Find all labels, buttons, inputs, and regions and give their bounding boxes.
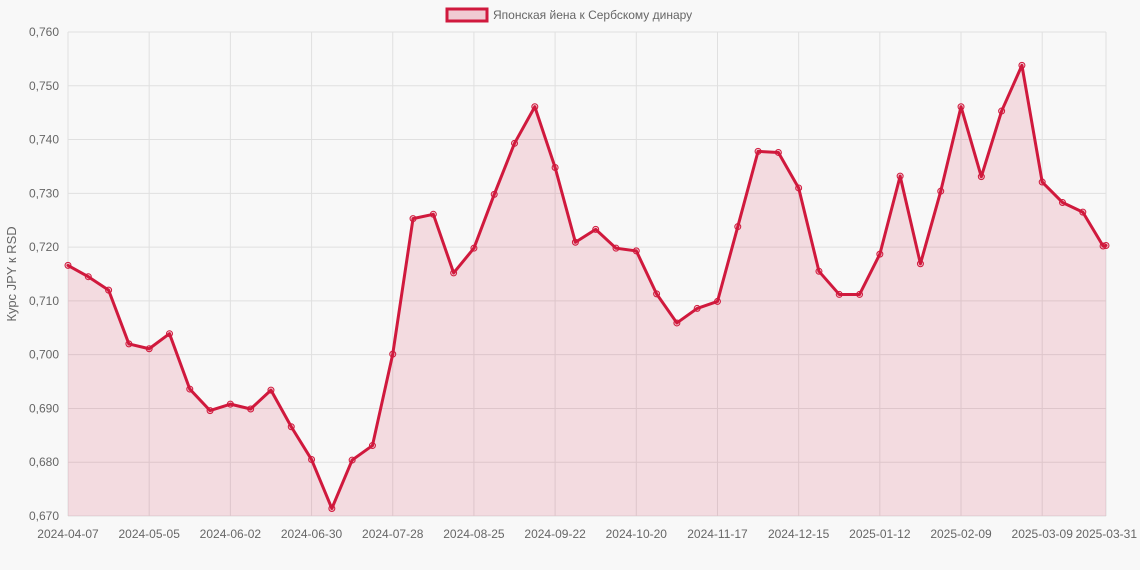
area-fill [68, 65, 1106, 516]
x-tick-label: 2024-10-20 [606, 527, 668, 541]
y-tick-label: 0,730 [29, 186, 59, 200]
data-point[interactable] [876, 250, 884, 258]
series-line [66, 63, 1108, 510]
data-point[interactable] [1059, 198, 1067, 206]
data-point[interactable] [856, 290, 864, 298]
x-tick-label: 2024-06-02 [200, 527, 262, 541]
data-point[interactable] [389, 350, 397, 358]
data-point[interactable] [429, 210, 437, 218]
data-point[interactable] [815, 267, 823, 275]
x-tick-label: 2024-12-15 [768, 527, 830, 541]
legend-swatch[interactable] [445, 7, 489, 23]
y-tick-label: 0,680 [29, 455, 59, 469]
data-point[interactable] [693, 304, 701, 312]
data-point[interactable] [287, 423, 295, 431]
data-point[interactable] [267, 386, 275, 394]
data-point[interactable] [957, 103, 965, 111]
data-point[interactable] [226, 400, 234, 408]
data-point[interactable] [571, 238, 579, 246]
data-point[interactable] [328, 504, 336, 512]
data-point[interactable] [916, 260, 924, 268]
data-point[interactable] [348, 456, 356, 464]
data-point[interactable] [145, 345, 153, 353]
data-point[interactable] [835, 290, 843, 298]
x-tick-label: 2024-09-22 [524, 527, 586, 541]
data-point[interactable] [490, 190, 498, 198]
legend-label[interactable]: Японская йена к Сербскому динару [493, 8, 692, 22]
y-axis-ticks: 0,760 0,750 0,740 0,730 0,720 0,710 0,700 0,690… [29, 25, 59, 523]
x-tick-label: 2024-07-28 [362, 527, 424, 541]
data-point[interactable] [308, 456, 316, 464]
data-point[interactable] [1102, 241, 1110, 249]
data-point[interactable] [165, 330, 173, 338]
data-point[interactable] [937, 187, 945, 195]
y-tick-label: 0,750 [29, 79, 59, 93]
data-point[interactable] [551, 164, 559, 172]
data-point[interactable] [470, 244, 478, 252]
data-point[interactable] [1038, 178, 1046, 186]
x-tick-label: 2024-04-07 [37, 527, 99, 541]
data-point[interactable] [64, 261, 72, 269]
x-tick-label: 2025-01-12 [849, 527, 911, 541]
data-points [64, 61, 1110, 512]
data-point[interactable] [1018, 61, 1026, 69]
series-area-fill [68, 65, 1106, 516]
x-tick-label: 2025-02-09 [930, 527, 992, 541]
legend[interactable]: Японская йена к Сербскому динару [445, 7, 692, 23]
grid-lines [67, 31, 1107, 517]
data-point[interactable] [511, 139, 519, 147]
x-tick-label: 2025-03-09 [1012, 527, 1074, 541]
data-point[interactable] [998, 107, 1006, 115]
data-point[interactable] [673, 319, 681, 327]
data-point[interactable] [632, 247, 640, 255]
data-point[interactable] [409, 215, 417, 223]
y-tick-label: 0,690 [29, 401, 59, 415]
data-point[interactable] [84, 273, 92, 281]
series-line-path [66, 63, 1108, 510]
data-point[interactable] [713, 297, 721, 305]
y-tick-label: 0,670 [29, 509, 59, 523]
data-point[interactable] [531, 103, 539, 111]
x-tick-label: 2024-11-17 [687, 527, 748, 541]
data-point[interactable] [368, 442, 376, 450]
data-point[interactable] [896, 172, 904, 180]
x-tick-label: 2024-05-05 [118, 527, 180, 541]
data-point[interactable] [734, 223, 742, 231]
x-tick-label: 2025-03-31 [1076, 527, 1138, 541]
data-point[interactable] [653, 290, 661, 298]
data-point[interactable] [105, 286, 113, 294]
data-point[interactable] [450, 269, 458, 277]
data-point[interactable] [977, 173, 985, 181]
data-point[interactable] [754, 147, 762, 155]
y-tick-label: 0,720 [29, 240, 59, 254]
data-point[interactable] [186, 385, 194, 393]
data-point[interactable] [612, 244, 620, 252]
y-axis-title: Курс JPY к RSD [4, 226, 19, 321]
x-axis-ticks: 2024-04-07 2024-05-05 2024-06-02 2024-06-30… [37, 527, 1137, 541]
y-tick-label: 0,740 [29, 133, 59, 147]
data-point[interactable] [795, 184, 803, 192]
y-tick-label: 0,710 [29, 294, 59, 308]
x-tick-label: 2024-08-25 [443, 527, 505, 541]
data-point[interactable] [592, 225, 600, 233]
data-point[interactable] [1079, 208, 1087, 216]
y-tick-label: 0,760 [29, 25, 59, 39]
data-point[interactable] [125, 340, 133, 348]
x-tick-label: 2024-06-30 [281, 527, 343, 541]
data-point[interactable] [774, 148, 782, 156]
data-point[interactable] [247, 405, 255, 413]
y-tick-label: 0,700 [29, 348, 59, 362]
data-point[interactable] [206, 407, 214, 415]
